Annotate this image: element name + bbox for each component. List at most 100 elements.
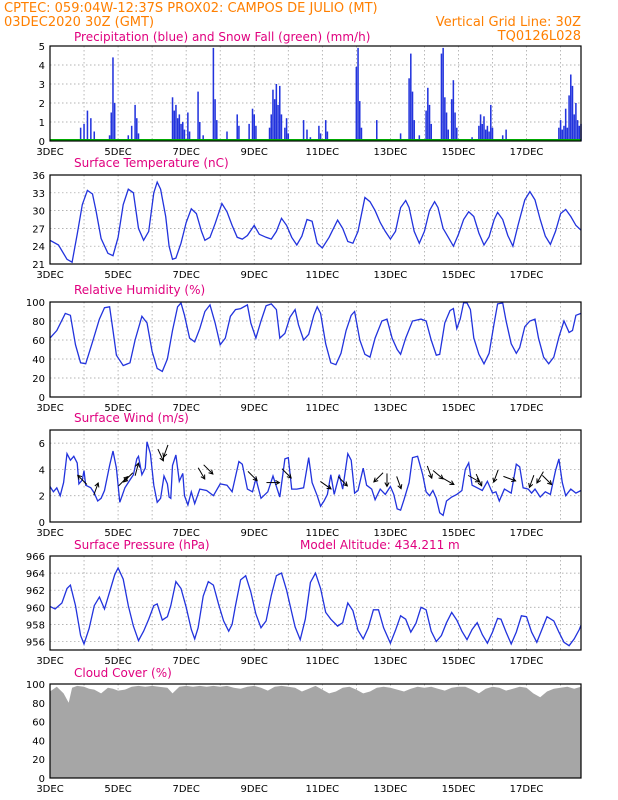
cloud-xtick: 5DEC bbox=[104, 784, 131, 795]
temp-xtick: 9DEC bbox=[241, 270, 268, 281]
wind-arrow bbox=[536, 471, 544, 484]
precip-bar bbox=[411, 91, 414, 141]
wind-xtick: 11DEC bbox=[305, 528, 339, 539]
wind-arrow bbox=[266, 479, 281, 486]
wind-arrow-head bbox=[123, 475, 129, 482]
wind-arrow-shaft bbox=[123, 472, 134, 483]
precip-bar bbox=[481, 123, 484, 141]
precip-bar bbox=[273, 99, 276, 141]
header-grid-note: Vertical Grid Line: 30Z bbox=[436, 15, 581, 30]
wind-arrow-head bbox=[449, 480, 455, 486]
rh-frame bbox=[49, 301, 582, 398]
precip-bar bbox=[173, 110, 176, 141]
pres-ytick: 964 bbox=[26, 569, 45, 580]
temp-ytick: 24 bbox=[32, 242, 45, 253]
precip-bar bbox=[576, 120, 579, 141]
precip-ytick: 2 bbox=[39, 99, 45, 110]
wind-arrow-head bbox=[438, 474, 444, 480]
precip-bar bbox=[83, 123, 85, 141]
precip-bar bbox=[479, 114, 482, 141]
wind-arrow-head bbox=[547, 480, 553, 486]
wind-arrow bbox=[426, 465, 433, 480]
temp-line bbox=[49, 180, 582, 264]
precip-bar bbox=[358, 101, 361, 141]
precip-bar bbox=[478, 125, 480, 141]
precip-bar bbox=[285, 118, 288, 141]
wind-arrow bbox=[542, 474, 553, 486]
precip-bar bbox=[428, 104, 431, 141]
precip-bar bbox=[130, 125, 133, 141]
wind-arrow-head bbox=[326, 484, 332, 490]
cloud-ytick: 20 bbox=[32, 755, 45, 766]
precip-bar bbox=[563, 125, 565, 141]
wind-xtick: 5DEC bbox=[104, 528, 131, 539]
cloud-ytick: 80 bbox=[32, 699, 45, 710]
temp-xtick: 11DEC bbox=[305, 270, 339, 281]
precip-xtick: 3DEC bbox=[36, 147, 63, 158]
precip-bar bbox=[127, 135, 130, 141]
precip-bar bbox=[268, 127, 271, 141]
precip-bar bbox=[226, 131, 228, 141]
wind-arrow bbox=[396, 476, 403, 490]
precip-bar bbox=[454, 112, 456, 141]
rh-ytick: 100 bbox=[26, 298, 45, 309]
wind-ytick: 6 bbox=[39, 439, 45, 450]
pres-ytick: 962 bbox=[26, 586, 45, 597]
cloud-xtick: 3DEC bbox=[36, 784, 63, 795]
wind-arrow bbox=[528, 474, 535, 489]
wind-arrow-shaft bbox=[281, 468, 292, 479]
wind-arrow bbox=[247, 471, 258, 482]
pres-xtick: 13DEC bbox=[374, 656, 408, 667]
wind-arrow-shaft bbox=[163, 444, 169, 458]
precip-bar bbox=[445, 112, 448, 141]
precip-bar bbox=[187, 112, 189, 141]
rh-ytick: 20 bbox=[32, 374, 45, 385]
temp-ytick: 33 bbox=[32, 189, 45, 200]
precip-bar bbox=[253, 114, 255, 141]
precip-bar bbox=[280, 114, 283, 141]
precip-xtick: 13DEC bbox=[374, 147, 408, 158]
precip-bar bbox=[270, 114, 273, 141]
precip-bar bbox=[248, 123, 250, 141]
header-station: CPTEC: 059:04W-12:37S PROX02: CAMPOS DE … bbox=[4, 1, 378, 16]
precip-bar bbox=[112, 57, 114, 141]
wind-arrow bbox=[162, 444, 169, 459]
wind-arrow-shaft bbox=[432, 470, 444, 480]
cloud-xtick: 15DEC bbox=[442, 784, 476, 795]
wind-arrow bbox=[320, 481, 332, 490]
precip-bar bbox=[212, 47, 215, 141]
precip-bar bbox=[558, 127, 560, 141]
wind-arrow-shaft bbox=[373, 472, 384, 483]
wind-arrow-head bbox=[477, 481, 483, 487]
wind-ytick: 0 bbox=[39, 518, 45, 529]
precip-bar bbox=[505, 129, 507, 141]
cloud-panel: Cloud Cover (%) 0 20 40 60 80 100 3DEC 5DEC 7DEC 9… bbox=[26, 666, 582, 795]
precip-bar bbox=[570, 74, 572, 141]
precip-bar bbox=[284, 127, 286, 141]
precip-bar bbox=[134, 104, 136, 141]
precip-bar bbox=[566, 127, 569, 141]
precip-bar bbox=[568, 95, 570, 141]
wind-arrow-shaft bbox=[493, 469, 499, 483]
precip-bar bbox=[455, 127, 458, 141]
precip-bar bbox=[113, 103, 116, 141]
precip-bar bbox=[93, 131, 96, 141]
precip-bar bbox=[318, 125, 320, 141]
rh-xtick: 5DEC bbox=[104, 403, 131, 414]
pres-line bbox=[49, 566, 582, 647]
rh-xtick: 7DEC bbox=[172, 403, 199, 414]
precip-xtick: 15DEC bbox=[442, 147, 476, 158]
precip-bar bbox=[408, 78, 410, 141]
precip-bar bbox=[578, 125, 581, 141]
wind-arrow bbox=[197, 467, 206, 480]
wind-arrow bbox=[93, 482, 100, 496]
precip-bar bbox=[488, 131, 490, 141]
wind-xtick: 17DEC bbox=[510, 528, 544, 539]
precip-bar bbox=[376, 120, 378, 141]
wind-arrow-head bbox=[286, 473, 292, 479]
wind-title: Surface Wind (m/s) bbox=[74, 411, 189, 425]
wind-arrow-shaft bbox=[503, 475, 516, 482]
precip-bar bbox=[171, 97, 174, 141]
pres-ytick: 966 bbox=[26, 552, 45, 563]
